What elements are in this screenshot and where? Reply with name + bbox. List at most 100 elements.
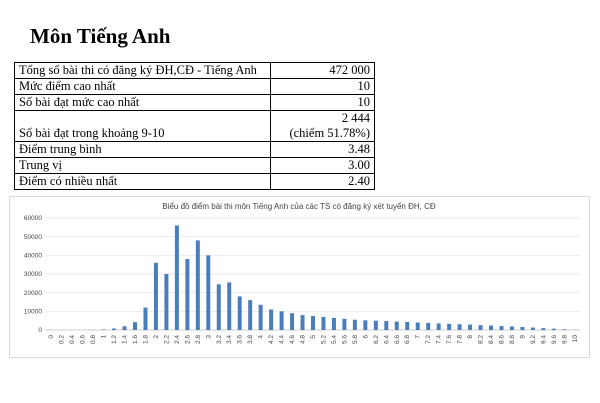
table-row: Mức điểm cao nhất 10 — [14, 78, 375, 95]
bar — [216, 284, 221, 330]
x-tick-label: 1 — [101, 335, 108, 339]
x-tick-label: 6.4 — [383, 335, 390, 344]
x-tick-label: 6 — [362, 335, 369, 339]
bar — [457, 324, 462, 330]
x-tick-label: 7.4 — [436, 335, 443, 344]
x-tick-label: 4.2 — [268, 335, 275, 344]
x-tick-label: 8.4 — [488, 335, 495, 344]
x-tick-label: 5.8 — [352, 335, 359, 344]
bar — [405, 321, 410, 330]
bar — [530, 327, 535, 330]
x-tick-label: 3.4 — [226, 335, 233, 344]
stat-value: 2 444 (chiếm 51.78%) — [270, 110, 375, 142]
x-tick-label: 7.6 — [446, 335, 453, 344]
bar — [415, 322, 420, 330]
bar — [143, 307, 148, 330]
stat-label: Số bài đạt mức cao nhất — [14, 94, 271, 111]
stat-label: Điểm có nhiều nhất — [14, 173, 271, 190]
x-tick-label: 5 — [310, 335, 317, 339]
bar-layer — [91, 225, 577, 330]
x-tick-label: 0.2 — [59, 335, 66, 344]
table-row: Tổng số bài thi có đăng ký ĐH,CĐ - Tiếng… — [14, 62, 375, 79]
x-tick-label: 8 — [467, 335, 474, 339]
x-tick-label: 4.4 — [279, 335, 286, 344]
x-tick-label: 5.2 — [320, 335, 327, 344]
x-tick-label: 6.6 — [394, 335, 401, 344]
bar — [436, 323, 441, 330]
bar — [468, 324, 473, 330]
x-tick-label: 7.2 — [425, 335, 432, 344]
x-tick-label: 9.2 — [530, 335, 537, 344]
x-tick-label: 8.8 — [509, 335, 516, 344]
x-tick-label: 10 — [572, 335, 579, 343]
bar — [258, 304, 263, 330]
bar — [562, 329, 567, 330]
table-row: Trung vị 3.00 — [14, 157, 375, 174]
x-tick-label: 3.8 — [247, 335, 254, 344]
chart-svg: Biểu đồ điểm bài thi môn Tiếng Anh của c… — [9, 196, 590, 358]
y-tick-label: 20000 — [24, 290, 42, 297]
bar — [290, 313, 295, 330]
x-tick-label: 2.8 — [195, 335, 202, 344]
x-tick-label: 2.6 — [184, 335, 191, 344]
x-tick-label: 9.4 — [540, 335, 547, 344]
bar — [426, 322, 431, 330]
bar — [237, 296, 242, 330]
page-title: Môn Tiếng Anh — [30, 24, 171, 48]
stat-label: Số bài đạt trong khoảng 9-10 — [14, 110, 271, 142]
x-tick-label: 9.6 — [551, 335, 558, 344]
bar — [227, 282, 232, 330]
stats-table: Tổng số bài thi có đăng ký ĐH,CĐ - Tiếng… — [14, 62, 375, 190]
stat-label: Điểm trung bình — [14, 141, 271, 158]
y-tick-label: 40000 — [24, 253, 42, 260]
stat-value-share: (chiếm 51.78%) — [289, 126, 370, 140]
x-tick-label: 3.6 — [237, 335, 244, 344]
x-tick-label: 0.6 — [80, 335, 87, 344]
x-tick-label: 5.6 — [341, 335, 348, 344]
x-tick-label: 5.4 — [331, 335, 338, 344]
bar — [185, 259, 190, 330]
x-tick-label: 1.8 — [142, 335, 149, 344]
table-row: Điểm có nhiều nhất 2.40 — [14, 173, 375, 190]
x-tick-label: 2.4 — [174, 335, 181, 344]
bar — [331, 317, 336, 330]
x-tick-label: 1.2 — [111, 335, 118, 344]
bar — [447, 323, 452, 330]
x-tick-label: 7 — [415, 335, 422, 339]
x-tick-label: 0.8 — [90, 335, 97, 344]
grid-layer — [46, 217, 580, 331]
x-tick-label: 8.6 — [498, 335, 505, 344]
bar — [206, 255, 211, 330]
x-tick-label: 3.2 — [216, 335, 223, 344]
bar — [112, 328, 117, 330]
bar — [352, 319, 357, 330]
bar — [551, 328, 556, 330]
bar — [122, 326, 127, 330]
x-tick-label: 0.4 — [69, 335, 76, 344]
bar — [133, 322, 137, 330]
bar — [394, 321, 399, 330]
x-tick-label: 7.8 — [457, 335, 464, 344]
bar — [363, 320, 368, 330]
bar — [300, 315, 305, 330]
bar — [279, 311, 284, 330]
stat-value: 3.48 — [270, 141, 375, 158]
stat-value: 10 — [270, 94, 375, 111]
y-tick-label: 50000 — [24, 234, 42, 241]
bar — [478, 325, 483, 330]
x-tick-label: 3 — [205, 335, 212, 339]
bar — [321, 316, 326, 330]
bar — [164, 274, 169, 330]
bar — [101, 329, 106, 330]
bar — [174, 225, 179, 330]
bar — [499, 326, 504, 330]
bar — [311, 316, 315, 330]
x-tick-label: 6.8 — [404, 335, 411, 344]
table-row: Số bài đạt trong khoảng 9-10 2 444 (chiế… — [14, 110, 375, 142]
x-tick-label: 8.2 — [478, 335, 485, 344]
x-tick-label: 1.6 — [132, 335, 139, 344]
chart-frame — [9, 196, 590, 358]
bar — [248, 300, 253, 330]
bar — [342, 318, 347, 330]
bar — [520, 327, 525, 330]
